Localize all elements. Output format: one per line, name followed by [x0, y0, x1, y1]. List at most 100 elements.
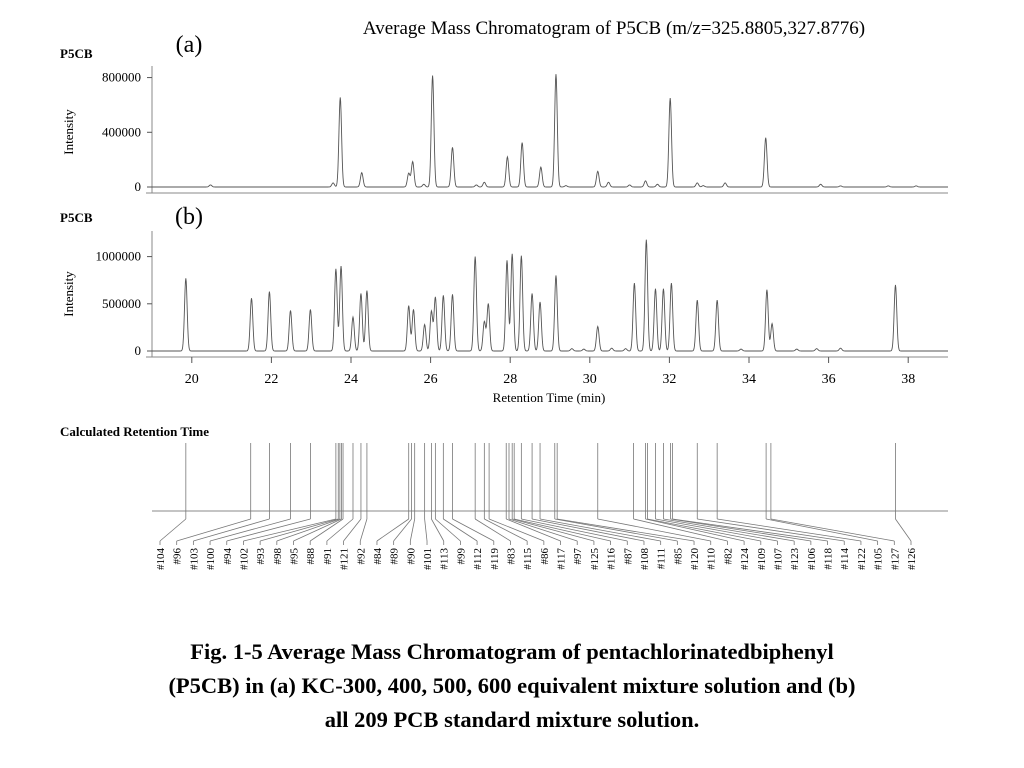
congener-label: #89: [389, 548, 401, 565]
congener-label: #118: [823, 548, 835, 570]
panel-a-trace-name: P5CB: [60, 46, 93, 61]
retention-connector: [376, 518, 409, 542]
x-tick-label: 36: [822, 372, 836, 387]
a-y-tick-label: 0: [135, 179, 142, 194]
retention-connector: [506, 518, 561, 542]
retention-connector: [647, 518, 761, 542]
retention-connector: [409, 518, 416, 542]
panel-b-chart: (b) P5CB Intensity 0 500000 1000000 20 22 24…: [60, 204, 948, 405]
retention-connector: [343, 518, 362, 542]
retention-connector: [766, 518, 878, 542]
congener-label: #86: [539, 548, 551, 565]
congener-label: #114: [839, 548, 851, 570]
retention-connector: [895, 518, 912, 542]
panel-b-axes: [146, 231, 948, 358]
congener-label: #109: [756, 548, 768, 571]
b-y-tick-label: 0: [135, 343, 142, 358]
x-axis-label: Retention Time (min): [493, 390, 606, 405]
panel-a-axes: [146, 66, 948, 194]
panel-a-chart: (a) P5CB Intensity 0 400000 800000: [60, 32, 948, 194]
retention-connector: [488, 518, 544, 542]
congener-label: #123: [789, 548, 801, 571]
figure-title: Average Mass Chromatogram of P5CB (m/z=3…: [363, 18, 865, 39]
panel-a-y-ticks: 0 400000 800000: [102, 70, 152, 194]
panel-a-tag: (a): [176, 32, 203, 58]
congener-label: #112: [472, 548, 484, 570]
congener-label: #111: [656, 548, 668, 569]
congener-label: #115: [522, 548, 534, 570]
retention-connector: [431, 518, 445, 542]
panel-b-y-ticks: 0 500000 1000000: [96, 249, 152, 358]
congener-label: #106: [806, 548, 818, 571]
caption-line-3: all 209 PCB standard mixture solution.: [324, 707, 700, 732]
congener-label: #90: [405, 548, 417, 565]
congener-label: #126: [906, 548, 918, 571]
retention-connector: [424, 518, 428, 542]
congener-label: #97: [572, 548, 584, 565]
congener-label: #122: [856, 548, 868, 570]
panel-a-y-axis-label: Intensity: [61, 109, 76, 155]
x-tick-label: 24: [344, 372, 358, 387]
retention-connector: [557, 518, 695, 542]
retention-connector: [326, 518, 354, 542]
congener-label: #127: [889, 548, 901, 571]
retention-connector: [435, 518, 461, 542]
retention-connector: [514, 518, 611, 542]
retention-connector: [554, 518, 678, 542]
a-y-tick-label: 400000: [102, 124, 141, 139]
congener-label: #93: [255, 548, 267, 565]
congener-labels: #104 #96 #103 #100 #94 #102 #93 #98 #95 #88 #91 #12…: [155, 511, 918, 570]
congener-label: #119: [489, 548, 501, 570]
retention-connector: [633, 518, 728, 542]
retention-connector: [655, 518, 778, 542]
caption-line-1: Fig. 1-5 Average Mass Chromatogram of pe…: [190, 639, 834, 664]
congener-label: #102: [238, 548, 250, 570]
retention-connector: [226, 518, 311, 542]
retention-connector: [697, 518, 845, 542]
b-y-tick-label: 1000000: [96, 249, 142, 264]
retention-connector: [193, 518, 270, 542]
retention-connector: [276, 518, 340, 542]
retention-connector: [309, 518, 344, 542]
caption-line-2: (P5CB) in (a) KC-300, 400, 500, 600 equi…: [168, 673, 856, 698]
congener-label: #107: [773, 548, 785, 571]
retention-connector: [484, 518, 528, 542]
panel-b-trace-name: P5CB: [60, 210, 93, 225]
congener-label: #103: [188, 548, 200, 571]
panel-b-tag: (b): [175, 204, 203, 230]
congener-label: #120: [689, 548, 701, 571]
congener-label: #95: [289, 548, 301, 565]
panel-b-trace-line: [152, 239, 948, 352]
congener-label: #116: [606, 548, 618, 570]
retention-connector: [176, 518, 251, 542]
retention-connector: [393, 518, 412, 542]
retention-connector: [597, 518, 711, 542]
retention-connector: [670, 518, 811, 542]
retention-connector: [508, 518, 578, 542]
x-tick-label: 28: [503, 372, 517, 387]
retention-connector: [260, 518, 339, 542]
retention-sticks: [152, 443, 948, 512]
x-tick-label: 38: [901, 372, 915, 387]
retention-connector: [532, 518, 645, 542]
retention-connector: [717, 518, 861, 542]
congener-label: #121: [339, 548, 351, 570]
panel-b-x-ticks: 20 22 24 26 28 30 32 34 36 38: [185, 357, 915, 387]
retention-connector: [672, 518, 828, 542]
x-tick-label: 34: [742, 372, 756, 387]
retention-connector: [770, 518, 895, 542]
congener-label: #82: [722, 548, 734, 565]
congener-label: #117: [556, 548, 568, 570]
retention-connector: [443, 518, 478, 542]
congener-label: #87: [622, 548, 634, 565]
retention-connector: [521, 518, 628, 542]
congener-label: #96: [172, 548, 184, 565]
congener-label: #110: [706, 548, 718, 570]
retention-time-panel: Calculated Retention Time #104 #96 #103 #10…: [60, 424, 948, 570]
congener-label: #99: [455, 548, 467, 565]
panel-b-y-axis-label: Intensity: [61, 271, 76, 317]
panel-a-trace-line: [152, 74, 948, 188]
congener-label: #84: [372, 548, 384, 565]
congener-label: #98: [272, 548, 284, 565]
